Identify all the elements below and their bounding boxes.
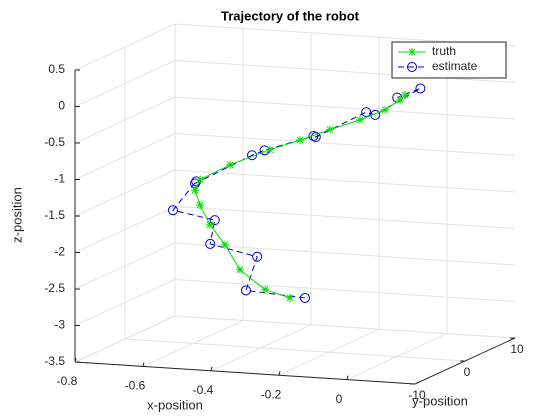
data-point bbox=[235, 265, 244, 274]
y-tick-label: -10 bbox=[408, 388, 426, 402]
grid-line bbox=[174, 169, 516, 193]
x-tick bbox=[346, 375, 349, 380]
grid-line bbox=[174, 315, 516, 339]
z-tick-label: -2 bbox=[54, 245, 65, 259]
y-tick-label: 0 bbox=[464, 365, 471, 379]
legend bbox=[391, 41, 507, 79]
data-point bbox=[220, 240, 229, 249]
data-point bbox=[206, 220, 214, 229]
x-tick-label: -0.4 bbox=[193, 383, 214, 397]
y-tick-label: 10 bbox=[510, 342, 524, 356]
data-point bbox=[205, 238, 216, 249]
grid-line bbox=[74, 206, 176, 253]
z-tick-label: -3.5 bbox=[44, 354, 65, 368]
x-axis bbox=[74, 361, 416, 385]
z-tick-label: 0.5 bbox=[48, 62, 65, 76]
z-tick-label: -1 bbox=[54, 172, 65, 186]
data-point bbox=[355, 115, 364, 124]
grid-line bbox=[74, 60, 176, 107]
data-point bbox=[252, 251, 263, 262]
x-axis-label: x-position bbox=[147, 397, 203, 412]
grid-line bbox=[74, 23, 176, 71]
data-point bbox=[196, 175, 205, 184]
grid-line bbox=[174, 60, 516, 83]
legend-label: truth bbox=[432, 44, 456, 58]
data-point bbox=[326, 125, 335, 134]
grid-line bbox=[174, 279, 516, 302]
data-point bbox=[396, 95, 405, 104]
grid-line bbox=[174, 96, 516, 120]
z-tick-label: -0.5 bbox=[44, 135, 65, 149]
data-point bbox=[191, 176, 202, 187]
data-point bbox=[310, 132, 321, 142]
z-tick-label: 0 bbox=[58, 99, 65, 113]
data-point bbox=[226, 160, 235, 169]
grid-line bbox=[74, 169, 176, 217]
data-point bbox=[285, 293, 294, 302]
chart-title: Trajectory of the robot bbox=[221, 8, 360, 23]
x-tick bbox=[210, 366, 213, 371]
grid-line bbox=[74, 133, 176, 180]
z-tick-label: -1.5 bbox=[44, 208, 65, 222]
data-point bbox=[361, 107, 372, 118]
data-point bbox=[261, 285, 270, 294]
grid-line bbox=[74, 279, 176, 326]
grid-line bbox=[74, 96, 176, 144]
data-point bbox=[191, 186, 200, 195]
grid-line bbox=[74, 315, 176, 363]
x-tick-label: -0.6 bbox=[125, 379, 146, 393]
x-tick-label: -0.8 bbox=[57, 374, 78, 388]
x-tick bbox=[74, 357, 77, 363]
data-point bbox=[196, 201, 205, 210]
x-tick bbox=[278, 371, 281, 376]
data-point bbox=[209, 215, 220, 226]
data-point bbox=[265, 145, 274, 154]
data-point bbox=[168, 205, 178, 216]
data-point bbox=[300, 292, 310, 303]
data-point bbox=[296, 136, 305, 145]
series-line bbox=[194, 94, 406, 299]
x-tick-label: 0 bbox=[336, 392, 343, 406]
data-point bbox=[401, 91, 410, 100]
legend-marker bbox=[407, 62, 417, 72]
data-point bbox=[415, 83, 426, 94]
data-point bbox=[381, 105, 390, 114]
grid-line bbox=[174, 133, 516, 156]
grid-line bbox=[174, 206, 516, 229]
z-tick-label: -3 bbox=[54, 318, 65, 332]
legend-marker bbox=[408, 48, 416, 56]
x-tick bbox=[142, 362, 145, 367]
x-tick-label: -0.2 bbox=[261, 387, 282, 401]
legend-label: estimate bbox=[432, 59, 478, 73]
z-axis-label: z-position bbox=[9, 187, 24, 243]
y-axis-label: y-position bbox=[412, 393, 468, 408]
grid-line bbox=[174, 242, 516, 266]
grid-line bbox=[74, 242, 176, 290]
z-tick-label: -2.5 bbox=[44, 281, 65, 295]
data-point bbox=[241, 285, 251, 296]
grid-line bbox=[124, 338, 466, 362]
data-point bbox=[370, 109, 381, 120]
